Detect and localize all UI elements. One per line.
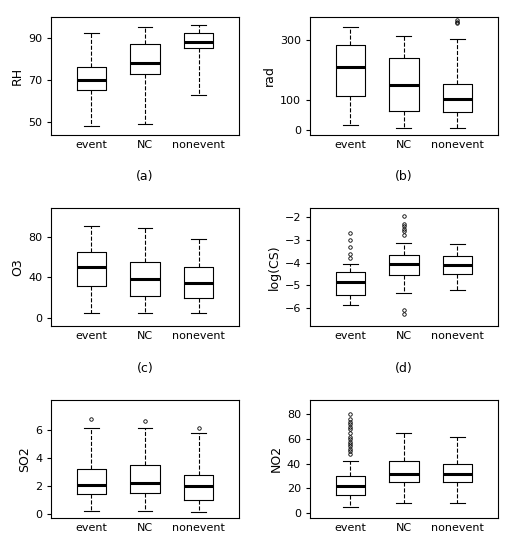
- Y-axis label: rad: rad: [263, 65, 276, 86]
- Text: (a): (a): [136, 170, 154, 183]
- Y-axis label: log(CS): log(CS): [267, 245, 281, 290]
- Y-axis label: RH: RH: [11, 67, 24, 85]
- Text: (c): (c): [136, 362, 153, 375]
- Text: (b): (b): [395, 170, 412, 183]
- Y-axis label: SO2: SO2: [18, 446, 31, 472]
- Y-axis label: O3: O3: [11, 258, 24, 276]
- Y-axis label: NO2: NO2: [270, 445, 283, 472]
- Text: (d): (d): [395, 362, 413, 375]
